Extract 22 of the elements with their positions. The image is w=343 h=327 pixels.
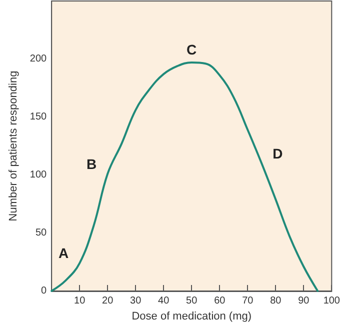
annotation: D bbox=[272, 145, 283, 162]
x-tick-label: 90 bbox=[298, 296, 310, 306]
line-series bbox=[50, 61, 319, 292]
x-tick-label: 60 bbox=[214, 296, 226, 306]
y-tick-label: 100 bbox=[30, 170, 48, 180]
annotation: C bbox=[186, 41, 197, 58]
y-axis-title: Number of patients responding bbox=[8, 70, 20, 222]
x-tick-label: 50 bbox=[186, 296, 198, 306]
x-axis-title: Dose of medication (mg) bbox=[132, 310, 252, 322]
annotation: B bbox=[86, 156, 97, 172]
x-tick-label: 100 bbox=[323, 296, 340, 306]
y-tick-label: 50 bbox=[35, 228, 48, 238]
x-tick-label: 70 bbox=[242, 296, 254, 306]
y-tick-label: 200 bbox=[30, 54, 48, 64]
x-tick-label: 20 bbox=[102, 296, 114, 306]
x-tick-label: 40 bbox=[158, 296, 170, 306]
annotation: A bbox=[58, 245, 69, 262]
y-tick-label: 0 bbox=[41, 286, 48, 296]
x-tick-label: 10 bbox=[74, 296, 86, 306]
x-tick-label: 30 bbox=[130, 296, 142, 306]
y-tick-label: 150 bbox=[30, 112, 48, 122]
x-tick-label: 80 bbox=[270, 296, 282, 306]
